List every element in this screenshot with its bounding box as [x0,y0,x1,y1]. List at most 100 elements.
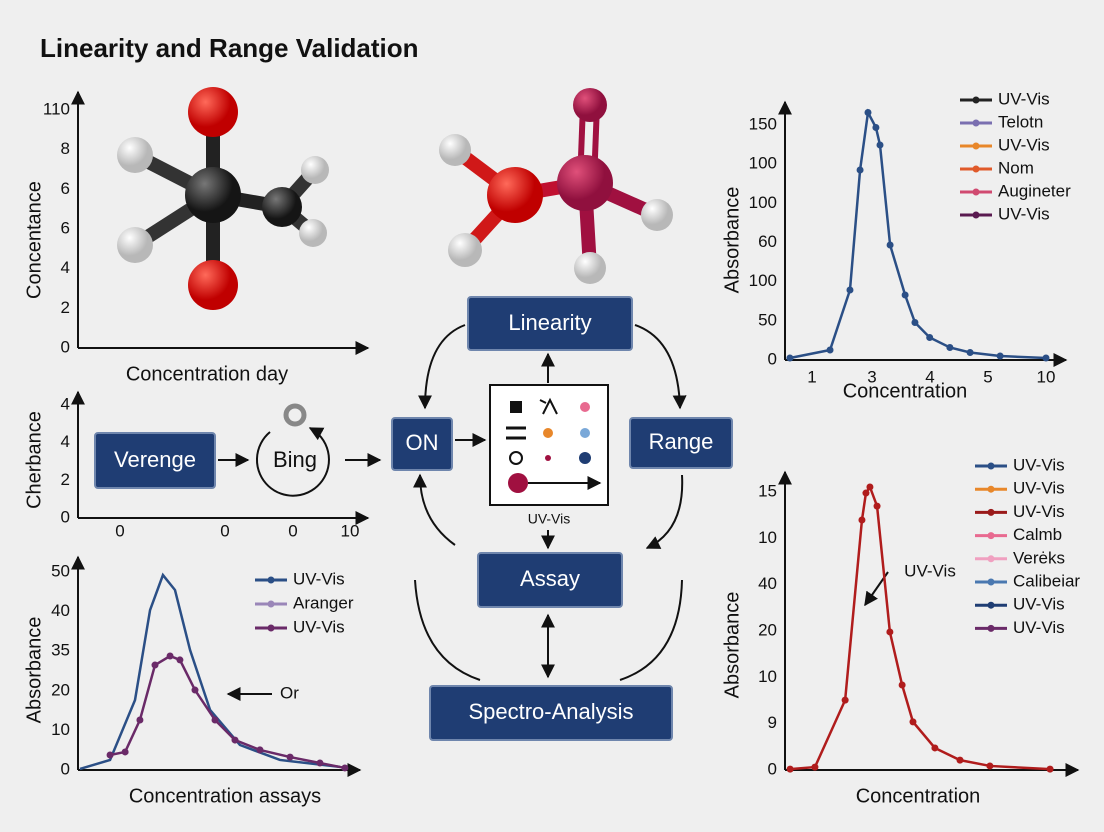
icon [283,403,307,427]
y-tick-label: 9 [768,713,777,732]
legend-swatch [972,96,980,104]
y-tick-label: 4 [61,258,70,277]
legend-swatch [972,165,980,173]
node-label: ON [406,430,439,455]
point [176,656,184,664]
point [841,696,849,704]
point [211,716,219,724]
node-label: Assay [520,566,580,591]
node-label: Spectro-Analysis [468,699,633,724]
point [876,141,884,149]
y-tick-label: 6 [61,179,70,198]
point [256,746,264,754]
molecule [117,87,329,310]
point [996,352,1004,360]
legend-label: Calibeiar [1013,571,1080,590]
legend-swatch [972,211,980,219]
legend-swatch [972,119,980,127]
y-tick-label: 6 [61,218,70,237]
y-tick-label: 0 [768,759,777,778]
legend-label: Nom [998,158,1034,177]
point [956,756,964,764]
legend-label: UV-Vis [293,617,345,636]
flow [391,296,733,741]
point [166,652,174,660]
y-tick-label: 100 [749,193,777,212]
legend-swatch [987,624,995,632]
point [926,334,934,341]
legend-label: UV-Vis [293,569,345,588]
legend-label: Calmb [1013,525,1062,544]
molecule [439,88,673,284]
legend-label: Telotn [998,112,1043,131]
point [826,346,834,354]
point [136,716,144,724]
y-tick-label: 100 [749,271,777,290]
y-axis-label: Concentance [23,181,45,299]
x-tick-label: 5 [983,367,992,386]
x-axis-label: Concentration [843,380,968,402]
point [858,516,866,524]
point [786,354,794,362]
point [191,686,199,694]
legend-swatch [987,601,995,609]
point [121,748,129,756]
y-tick-label: 20 [758,620,777,639]
y-tick-label: 2 [61,298,70,317]
point [316,759,324,767]
point [864,109,872,116]
legend-label: UV-Vis [1013,502,1065,521]
point [886,628,894,636]
y-tick-label: 60 [758,232,777,251]
legend-label: UV-Vis [1013,479,1065,498]
point [231,736,239,744]
point [106,751,114,759]
y-tick-label: 15 [758,481,777,500]
y-tick-label: 10 [758,667,777,686]
y-tick-label: 20 [51,680,70,699]
point [901,291,909,299]
x-axis-label: Concentration assays [129,785,321,807]
y-tick-label: 50 [758,310,777,329]
legend-label: UV-Vis [1013,618,1065,637]
y-tick-label: 4 [61,432,70,451]
y-tick-label: 150 [749,114,777,133]
y-axis-label: Absorbance [23,617,45,724]
cycle-label: Bing [273,447,317,472]
point [898,681,906,689]
x-axis-label: Concentration [856,785,981,807]
y-tick-label: 4 [61,394,70,413]
line [790,484,1051,771]
y-tick-label: 0 [61,337,70,356]
point [862,489,870,497]
x-tick-label: 3 [867,367,876,386]
y-tick-label: 10 [51,720,70,739]
annotation: UV-Vis [904,561,956,580]
point [931,744,939,752]
x-tick-label: 1 [807,367,816,386]
legend-swatch [987,532,995,540]
y-tick-label: 2 [61,470,70,489]
legend-label: Verėks [1013,548,1065,567]
point [966,349,974,356]
legend-label: UV-Vis [998,204,1050,223]
x-tick-label: 10 [1037,367,1056,386]
point [866,483,874,491]
point [872,124,880,131]
x-tick-label: 10 [341,521,360,540]
point [856,166,864,174]
caption: UV-Vis [528,511,571,527]
y-tick-label: 40 [758,574,777,593]
y-axis-label: Cherbance [23,411,45,509]
point [151,661,159,669]
y-tick-label: 50 [51,561,70,580]
legend-label: UV-Vis [998,135,1050,154]
legend-label: UV-Vis [1013,595,1065,614]
point [886,241,894,249]
legend-label: Aranger [293,593,354,612]
y-axis-label: Absorbance [721,592,743,699]
y-tick-label: 110 [43,99,70,118]
point [786,765,794,773]
line [109,654,346,770]
